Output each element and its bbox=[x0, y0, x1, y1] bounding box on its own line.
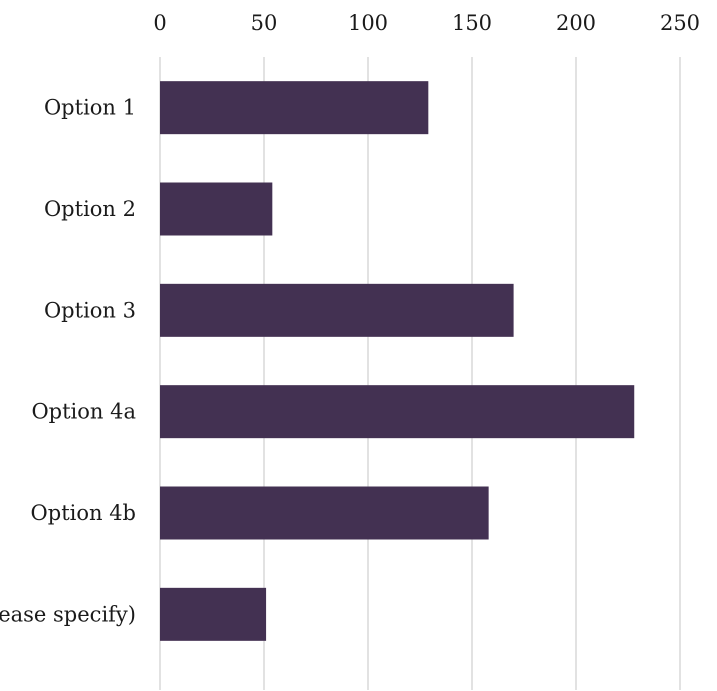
x-tick-label: 50 bbox=[251, 11, 278, 35]
bar-3 bbox=[160, 283, 514, 337]
bar-2 bbox=[160, 182, 273, 236]
category-label: Option 4b bbox=[31, 501, 136, 525]
bars bbox=[160, 81, 635, 641]
category-label: Option 1 bbox=[44, 96, 136, 120]
category-label: Option 3 bbox=[44, 298, 136, 322]
bar-6 bbox=[160, 587, 267, 641]
bar-5 bbox=[160, 486, 489, 540]
category-label: Option 2 bbox=[44, 197, 136, 221]
x-axis-tick-labels: 0 50 100 150 200 250 bbox=[153, 11, 700, 35]
x-tick-label: 0 bbox=[153, 11, 166, 35]
x-tick-label: 150 bbox=[452, 11, 492, 35]
bar-1 bbox=[160, 81, 429, 135]
category-label: Option 4a bbox=[31, 400, 136, 424]
gridlines bbox=[159, 57, 681, 690]
category-labels: Option 1 Option 2 Option 3 Option 4a Option … bbox=[0, 96, 136, 627]
bar-4 bbox=[160, 385, 635, 439]
x-tick-label: 200 bbox=[556, 11, 596, 35]
x-tick-label: 250 bbox=[660, 11, 700, 35]
x-tick-label: 100 bbox=[348, 11, 388, 35]
category-label: Other (please specify) bbox=[0, 602, 136, 626]
